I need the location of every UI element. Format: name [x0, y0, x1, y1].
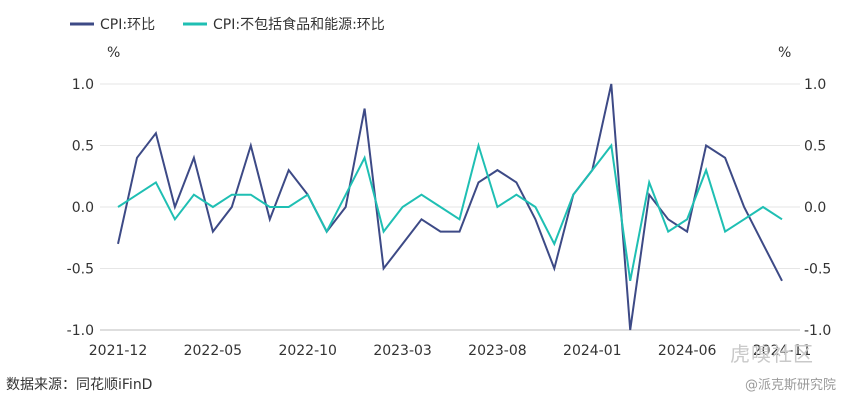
y-axis-right-unit: %	[778, 45, 791, 61]
y-tick-label-left: 0.5	[72, 139, 94, 155]
y-tick-labels: 1.0 1.0 0.5 0.5 0.0 0.0 -0.5 -0.5 -1.0 -1.0	[67, 77, 832, 339]
y-tick-label-right: -0.5	[804, 262, 831, 278]
y-tick-label-right: -1.0	[804, 323, 831, 339]
x-tick-label: 2022-05	[184, 343, 243, 359]
x-tick-label: 2024-06	[658, 343, 717, 359]
x-tick-label: 2023-08	[468, 343, 527, 359]
y-tick-label-right: 0.5	[804, 139, 826, 155]
source-note: 数据来源：同花顺iFinD	[6, 377, 153, 393]
y-tick-label-left: -1.0	[67, 323, 94, 339]
legend: CPI:环比 CPI:不包括食品和能源:环比	[70, 16, 385, 33]
series-lines	[117, 83, 783, 331]
x-tick-label: 2023-03	[373, 343, 432, 359]
y-tick-label-right: 0.0	[804, 200, 826, 216]
y-tick-label-right: 1.0	[804, 77, 826, 93]
legend-label-2: CPI:不包括食品和能源:环比	[213, 16, 385, 33]
watermark-author: @派克斯研究院	[745, 378, 837, 393]
y-axis-left-unit: %	[107, 45, 120, 61]
y-tick-label-left: 1.0	[72, 77, 94, 93]
series-line-2	[117, 141, 783, 281]
x-tick-label: 2022-10	[278, 343, 337, 359]
y-tick-label-left: 0.0	[72, 200, 94, 216]
y-tick-label-left: -0.5	[67, 262, 94, 278]
x-tick-labels: 2021-12 2022-05 2022-10 2023-03 2023-08 2024-…	[89, 343, 812, 359]
series-line-1	[117, 83, 783, 331]
gridlines	[100, 83, 800, 331]
x-tick-label: 2024-11	[753, 343, 812, 359]
legend-label-1: CPI:环比	[100, 17, 155, 33]
x-tick-label: 2024-01	[563, 343, 622, 359]
x-tick-label: 2021-12	[89, 343, 148, 359]
watermark-logo-text: 虎嗅社区	[730, 342, 814, 366]
